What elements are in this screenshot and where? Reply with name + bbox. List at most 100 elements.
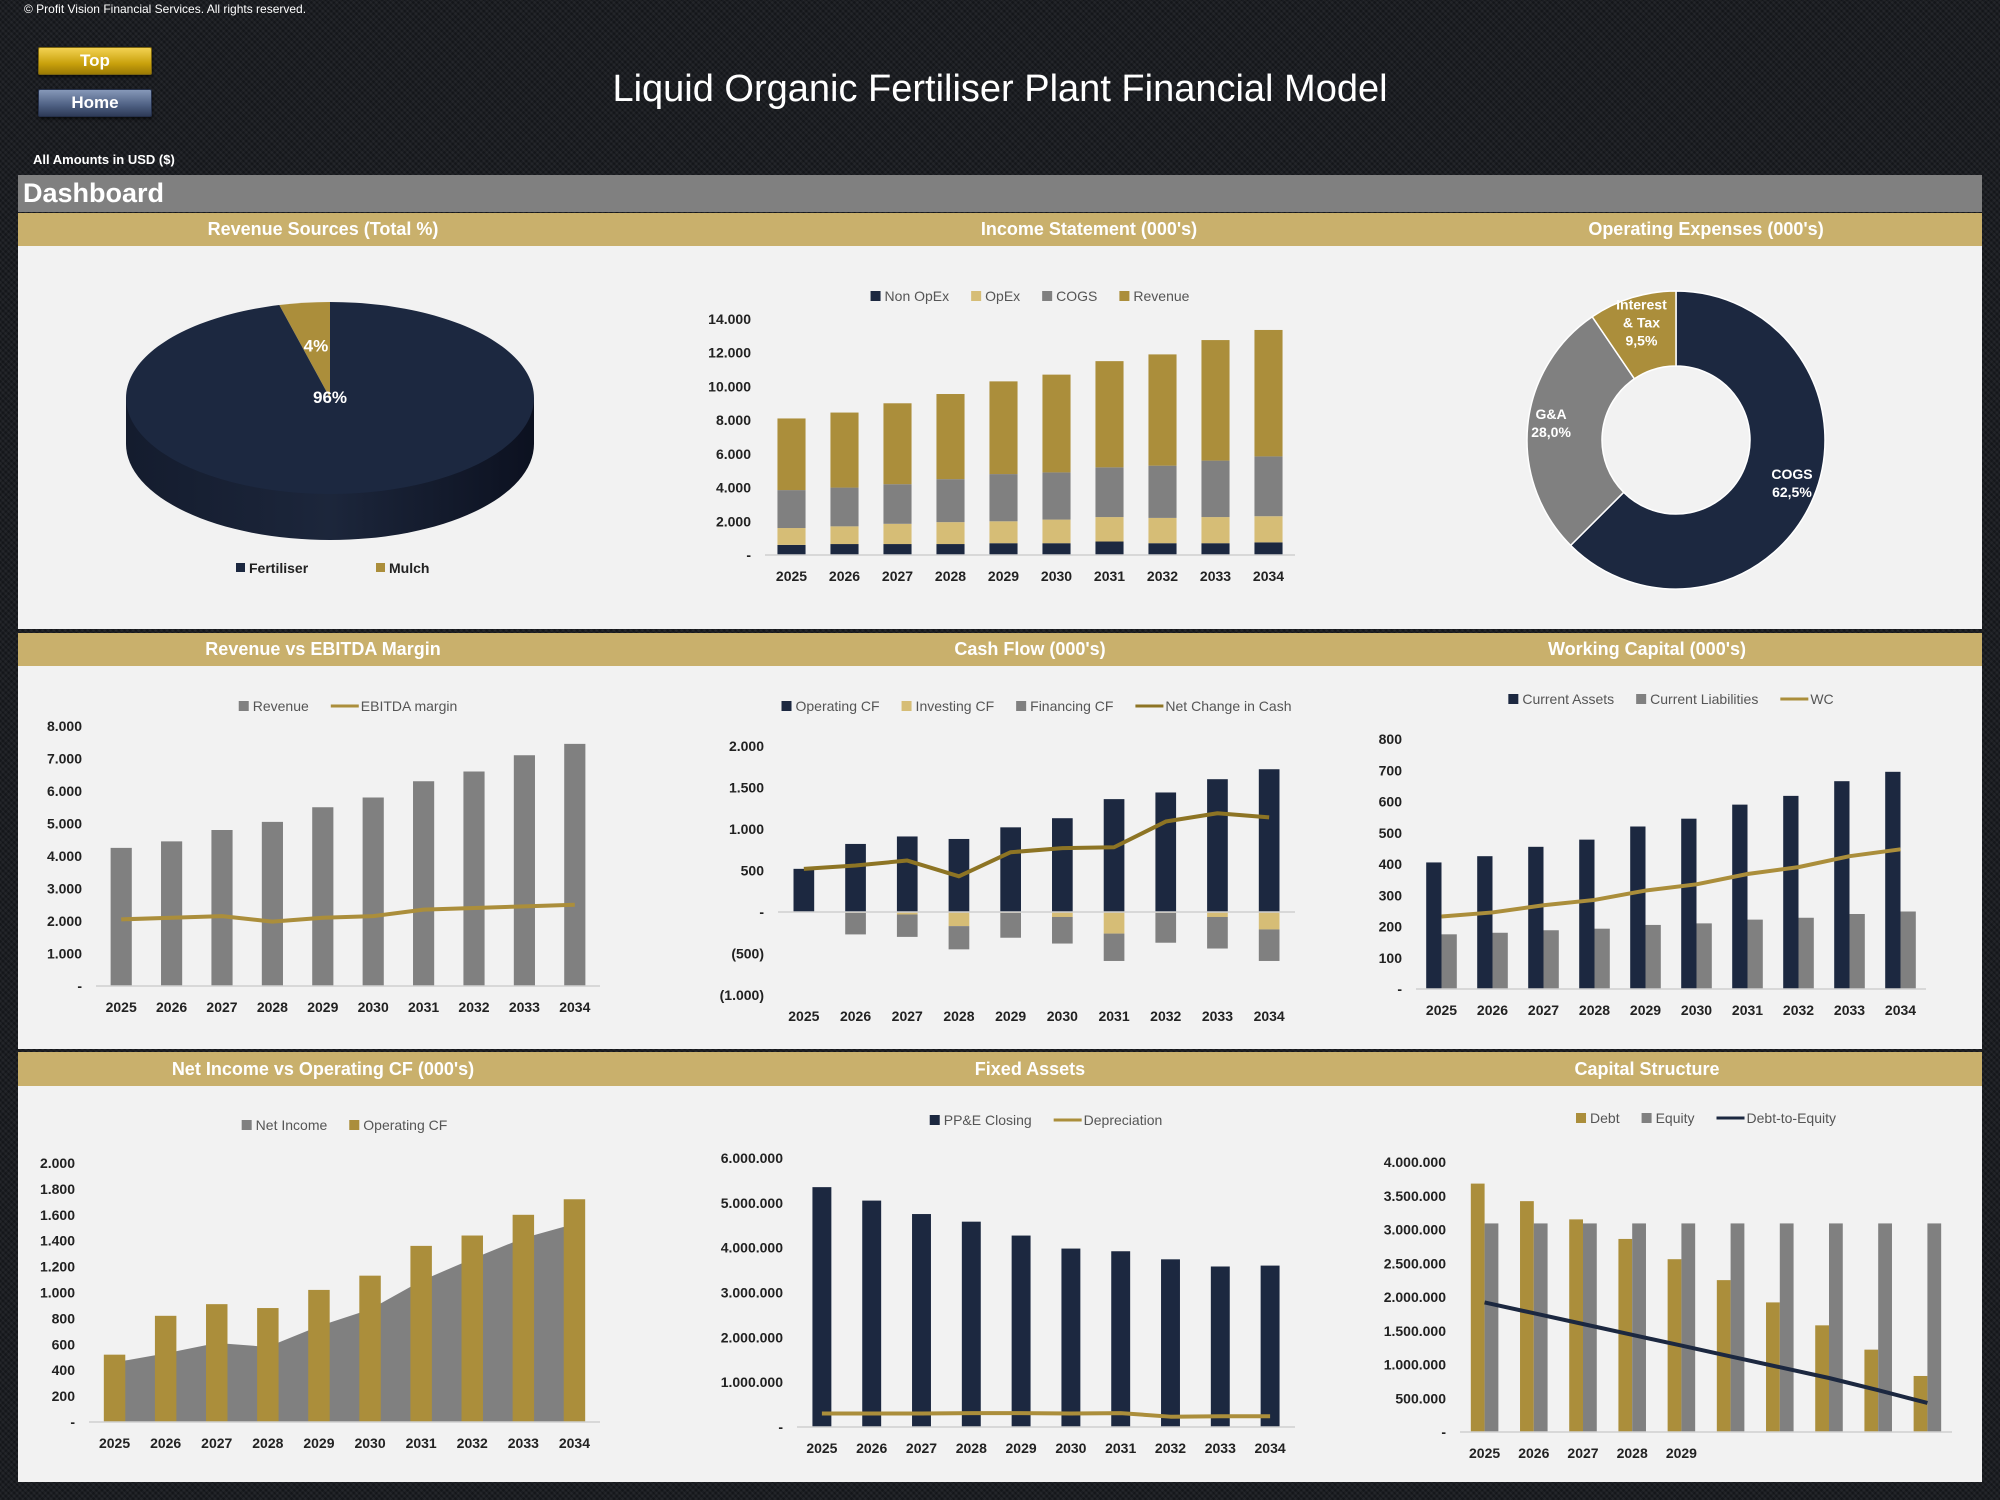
- y-tick-label: 6.000: [716, 446, 751, 462]
- y-tick-label: -: [77, 978, 82, 994]
- y-tick-label: 800: [1379, 731, 1403, 747]
- x-tick-label: 2029: [988, 568, 1019, 584]
- legend-item-revenue: Revenue: [1119, 288, 1190, 304]
- bar-opex: [1042, 519, 1071, 544]
- legend-swatch: [1576, 1113, 1587, 1123]
- y-tick-label: -: [746, 547, 751, 563]
- bar-operating-cf: [410, 1245, 432, 1422]
- bar-current-assets: [1579, 839, 1595, 989]
- legend-swatch: [236, 563, 245, 572]
- legend-label: Financing CF: [1030, 698, 1113, 714]
- bar-non-opex: [1201, 543, 1230, 555]
- home-button[interactable]: Home: [38, 89, 152, 117]
- legend: PP&E Closing Depreciation: [929, 1112, 1162, 1128]
- bar-opex: [1201, 517, 1230, 544]
- y-tick-label: 8.000: [716, 412, 751, 428]
- legend-label: Fertiliser: [249, 560, 309, 576]
- y-tick-label: 6.000.000: [721, 1150, 783, 1166]
- bar-current-liabilities: [1900, 911, 1916, 989]
- legend-item-opex: OpEx: [971, 288, 1020, 304]
- bar-current-liabilities: [1849, 914, 1865, 989]
- top-button[interactable]: Top: [38, 47, 152, 75]
- y-tick-label: 12.000: [708, 345, 751, 361]
- x-tick-label: 2026: [856, 1440, 887, 1456]
- bar-operating-cf: [512, 1214, 535, 1422]
- y-tick-label: 2.000: [40, 1155, 75, 1171]
- y-tick-label: 3.000.000: [1384, 1222, 1446, 1238]
- x-tick-label: 2034: [559, 999, 590, 1015]
- bar-revenue: [564, 743, 586, 986]
- x-tick-label: 2032: [1155, 1440, 1186, 1456]
- legend-label: Non OpEx: [885, 288, 950, 304]
- legend-label: Debt: [1590, 1110, 1620, 1126]
- bar-cogs: [1201, 460, 1230, 518]
- x-tick-label: 2032: [458, 999, 489, 1015]
- y-tick-label: 1.400: [40, 1233, 75, 1249]
- bar-operating-cf: [308, 1289, 330, 1422]
- bar-non-opex: [936, 544, 965, 555]
- bar-pp-e-closing: [1061, 1248, 1081, 1427]
- x-tick-label: 2031: [1094, 568, 1125, 584]
- y-tick-label: 500.000: [1395, 1390, 1446, 1406]
- legend-swatch: [901, 701, 912, 711]
- legend-swatch: [1641, 1113, 1652, 1123]
- y-tick-label: 8.000: [47, 718, 82, 734]
- bar-debt: [1520, 1201, 1534, 1432]
- bar-revenue: [362, 797, 384, 986]
- section-title: Dashboard: [23, 178, 165, 208]
- bar-revenue: [1042, 374, 1071, 473]
- bar-operating-cf: [359, 1275, 381, 1422]
- bar-current-assets: [1528, 846, 1544, 989]
- bar-non-opex: [777, 544, 806, 555]
- x-tick-label: 2034: [1253, 568, 1284, 584]
- x-tick-label: 2032: [1150, 1008, 1181, 1024]
- bar-operating-cf: [1000, 827, 1021, 912]
- x-tick-label: 2031: [1732, 1002, 1763, 1018]
- y-tick-label: 2.000: [47, 913, 82, 929]
- legend-item-wc: WC: [1780, 691, 1834, 707]
- x-tick-label: 2033: [508, 1435, 539, 1451]
- x-tick-label: 2026: [156, 999, 187, 1015]
- legend-item-fertiliser: Fertiliser: [236, 560, 309, 576]
- bar-operating-cf: [257, 1308, 279, 1422]
- bar-operating-cf: [845, 843, 866, 912]
- legend: Current Assets Current Liabilities WC: [1508, 691, 1834, 707]
- y-tick-label: 1.000: [729, 821, 764, 837]
- y-tick-label: 3.500.000: [1384, 1188, 1446, 1204]
- y-tick-label: 1.600: [40, 1207, 75, 1223]
- bar-revenue: [463, 771, 485, 986]
- x-tick-label: 2025: [106, 999, 137, 1015]
- bar-financing-cf: [896, 914, 918, 937]
- legend-item-ebitda-margin: EBITDA margin: [330, 698, 457, 714]
- bar-equity: [1583, 1223, 1597, 1432]
- bar-opex: [830, 526, 859, 545]
- bar-revenue: [261, 821, 283, 986]
- legend-item-current-liabilities: Current Liabilities: [1636, 691, 1758, 707]
- y-tick-label: 7.000: [47, 751, 82, 767]
- legend-swatch: [241, 1120, 252, 1130]
- bar-current-assets: [1783, 795, 1799, 989]
- bar-debt: [1864, 1349, 1879, 1432]
- bar-cogs: [936, 479, 965, 523]
- legend-label: Current Assets: [1522, 691, 1614, 707]
- legend-swatch: [971, 291, 982, 301]
- x-tick-label: 2033: [509, 999, 540, 1015]
- legend-label: COGS: [1056, 288, 1097, 304]
- y-tick-label: 600: [1379, 794, 1403, 810]
- copyright-text: © Profit Vision Financial Services. All …: [24, 2, 307, 16]
- bar-financing-cf: [1258, 929, 1280, 961]
- y-tick-label: (1.000): [720, 987, 764, 1003]
- y-tick-label: -: [1441, 1424, 1446, 1440]
- bar-non-opex: [1148, 543, 1177, 555]
- y-tick-label: 2.000.000: [721, 1329, 783, 1345]
- y-tick-label: 10.000: [708, 378, 751, 394]
- bar-non-opex: [1042, 543, 1071, 555]
- bar-debt: [1569, 1219, 1583, 1432]
- chart-title-revenue-sources: Revenue Sources (Total %): [207, 219, 439, 239]
- legend-item-non-opex: Non OpEx: [870, 288, 950, 304]
- bar-financing-cf: [1207, 916, 1228, 949]
- pie-slice-mulch: [279, 302, 330, 398]
- x-tick-label: 2029: [303, 1435, 334, 1451]
- x-tick-label: 2027: [882, 568, 913, 584]
